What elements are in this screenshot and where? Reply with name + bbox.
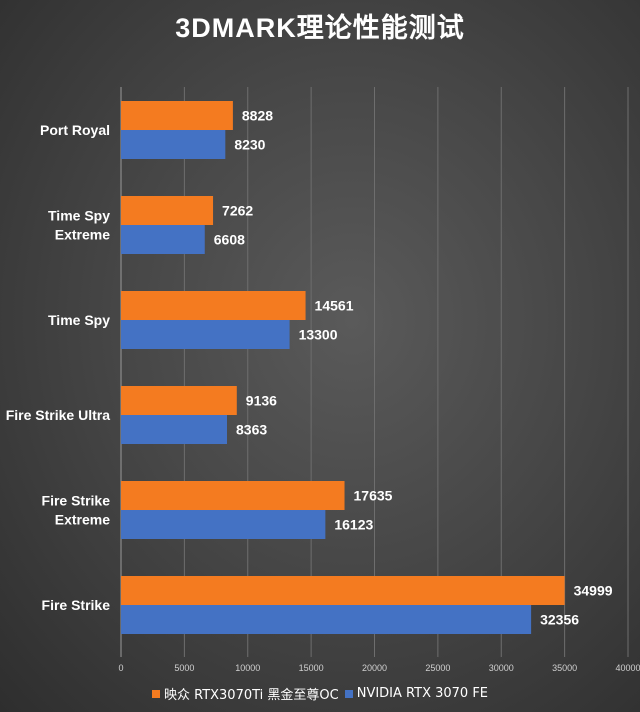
x-tick-label: 0 [118,663,123,673]
data-label: 8230 [234,137,265,153]
x-tick-label: 10000 [235,663,260,673]
x-tick-label: 25000 [425,663,450,673]
bar-series-2 [121,225,205,254]
category-label: Time Spy Extreme [48,208,110,243]
category-label: Fire Strike [42,597,111,613]
bar-series-1 [121,576,565,605]
data-label: 8828 [242,108,273,124]
legend-label-series-2: NVIDIA RTX 3070 FE [356,686,489,701]
bar-series-1 [121,101,233,130]
data-label: 8363 [236,422,267,438]
x-tick-label: 20000 [362,663,387,673]
data-label: 6608 [214,232,245,248]
data-label: 9136 [246,393,277,409]
legend-item-series-1: 映众 RTX3070Ti 黑金至尊OC [151,684,339,703]
category-label: Fire Strike Ultra [6,407,110,423]
data-label: 17635 [354,488,393,504]
bar-series-1 [121,196,214,225]
bar-series-2 [121,130,226,159]
data-label: 32356 [540,612,579,628]
x-tick-label: 40000 [615,663,640,673]
legend-item-series-2: NVIDIA RTX 3070 FE [344,686,489,701]
data-label: 7262 [222,203,253,219]
x-tick-label: 15000 [299,663,324,673]
data-label: 13300 [299,327,338,343]
legend-label-series-1: 映众 RTX3070Ti 黑金至尊OC [163,688,339,703]
x-tick-label: 35000 [552,663,577,673]
data-label: 34999 [574,583,613,599]
bar-series-1 [121,481,345,510]
bar-series-2 [121,605,532,634]
chart-title: 3DMARK理论性能测试 [175,13,465,43]
legend: 映众 RTX3070Ti 黑金至尊OC NVIDIA RTX 3070 FE [0,684,640,703]
x-tick-label: 5000 [174,663,194,673]
x-tick-label: 30000 [489,663,514,673]
category-label: Fire Strike Extreme [42,493,111,528]
bar-series-2 [121,510,326,539]
bar-series-2 [121,320,290,349]
data-label: 14561 [315,298,354,314]
legend-swatch-series-1 [151,689,160,698]
bar-series-2 [121,415,228,444]
category-label: Time Spy [48,312,110,328]
data-label: 16123 [334,517,373,533]
bar-series-1 [121,386,237,415]
legend-swatch-series-2 [344,689,353,698]
category-label: Port Royal [40,122,110,138]
bar-series-1 [121,291,306,320]
